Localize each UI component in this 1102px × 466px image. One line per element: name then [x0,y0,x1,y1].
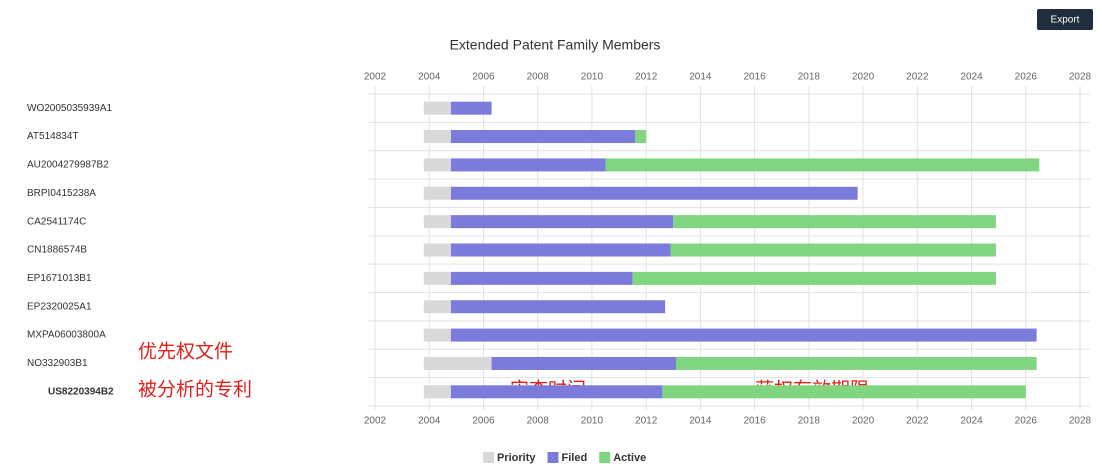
bar-segment [632,271,996,285]
bar-segment [423,328,451,342]
x-tick-label: 2024 [960,72,983,83]
category-label: CN1886574B [27,245,87,256]
bar-segment [423,271,451,285]
category-label: EP2320025A1 [27,301,92,312]
x-tick-label: 2002 [364,72,387,83]
bar-segment [662,385,1026,399]
bar-segment [450,243,671,257]
category-label: BRPI0415238A [27,188,96,199]
bar-segment [423,300,451,314]
bar-segment [450,186,858,200]
x-tick-label: 2022 [906,72,929,83]
x-tick-label: 2028 [1069,72,1092,83]
category-label: AU2004279987B2 [27,160,109,171]
x-tick-label: 2010 [581,72,604,83]
category-label: CA2541174C [27,216,86,227]
x-tick-label: 2016 [743,416,766,427]
category-label: US8220394B2 [48,386,114,397]
export-label[interactable]: Export [1051,15,1080,26]
bar-segment [605,158,1040,172]
bar-segment [450,385,663,399]
bar-segment [675,356,1037,370]
x-tick-label: 2026 [1015,416,1038,427]
x-tick-label: 2026 [1015,72,1038,83]
category-label: AT514834T [27,131,79,142]
category-label: NO332903B1 [27,358,88,369]
x-tick-label: 2018 [798,416,821,427]
bar-segment [423,215,451,229]
x-tick-label: 2024 [960,416,983,427]
x-tick-label: 2008 [527,416,550,427]
x-tick-label: 2008 [527,72,550,83]
x-tick-label: 2022 [906,416,929,427]
bar-segment [450,300,666,314]
x-tick-label: 2014 [689,416,712,427]
bar-segment [450,101,492,115]
bar-segment [450,215,674,229]
legend-swatch [547,452,559,463]
x-tick-label: 2014 [689,72,712,83]
legend-label: Priority [497,452,536,464]
legend-label: Filed [562,452,588,464]
legend-swatch [483,452,494,463]
x-tick-label: 2012 [635,416,658,427]
bar-segment [450,271,633,285]
x-tick-label: 2012 [635,72,658,83]
x-tick-label: 2028 [1069,416,1092,427]
annotation: 优先权文件 [138,341,233,363]
bar-segment [423,186,451,200]
x-tick-label: 2006 [472,72,495,83]
legend-swatch [599,452,611,463]
bar-segment [673,215,996,229]
category-label: EP1671013B1 [27,273,92,284]
annotation: 被分析的专利 [138,379,252,401]
x-tick-label: 2016 [743,72,766,83]
x-tick-label: 2002 [364,416,387,427]
x-tick-label: 2010 [581,416,604,427]
x-tick-label: 2006 [472,416,495,427]
category-label: WO2005035939A1 [27,103,113,114]
bar-segment [670,243,996,257]
bar-segment [423,356,492,370]
bar-segment [423,243,451,257]
bar-segment [635,130,647,144]
chart-title: Extended Patent Family Members [450,37,661,53]
export-button[interactable] [1037,9,1093,30]
bar-segment [450,328,1037,342]
x-tick-label: 2004 [418,416,441,427]
bar-segment [423,130,451,144]
x-tick-label: 2020 [852,72,875,83]
legend-label: Active [613,452,646,464]
category-label: MXPA06003800A [27,330,106,341]
bar-segment [423,158,451,172]
bar-segment [423,101,451,115]
x-tick-label: 2018 [798,72,821,83]
bar-segment [450,130,636,144]
x-tick-label: 2004 [418,72,441,83]
bar-segment [450,158,606,172]
bar-segment [423,385,451,399]
x-tick-label: 2020 [852,416,875,427]
bar-segment [491,356,676,370]
